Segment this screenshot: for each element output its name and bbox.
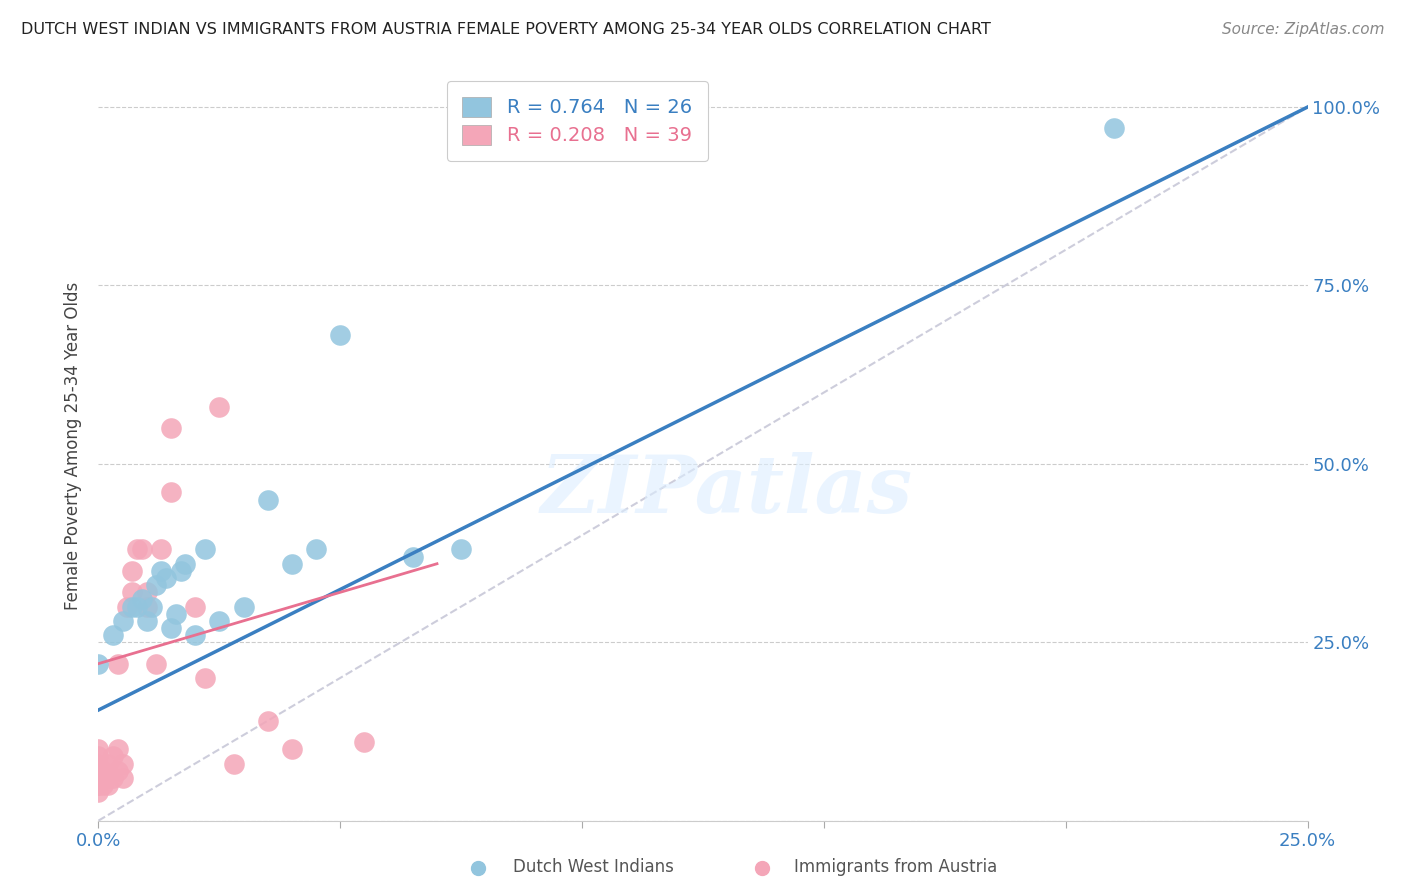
Point (135, 614, 157, 628)
Point (232, 599, 254, 614)
Y-axis label: Female Poverty Among 25-34 Year Olds: Female Poverty Among 25-34 Year Olds (65, 282, 83, 610)
Text: ZIPatlas: ZIPatlas (541, 452, 914, 530)
Point (127, 599, 149, 614)
Point (107, 657, 129, 671)
Point (353, 735, 375, 749)
Point (91, 771, 114, 785)
Point (135, 585, 157, 599)
Point (194, 671, 217, 685)
Point (1102, 121, 1125, 136)
Point (160, 421, 183, 435)
Point (402, 549, 425, 564)
Point (208, 614, 231, 628)
Text: Immigrants from Austria: Immigrants from Austria (794, 858, 998, 876)
Legend: R = 0.764   N = 26, R = 0.208   N = 39: R = 0.764 N = 26, R = 0.208 N = 39 (447, 81, 707, 161)
Point (87, 771, 110, 785)
Point (97, 778, 120, 792)
Point (87, 778, 110, 792)
Point (184, 599, 207, 614)
Point (121, 585, 143, 599)
Point (135, 599, 157, 614)
Point (141, 599, 163, 614)
Point (101, 749, 124, 764)
Point (281, 557, 304, 571)
Point (150, 564, 173, 578)
Point (222, 756, 245, 771)
Point (107, 764, 129, 778)
Point (329, 328, 352, 343)
Text: Dutch West Indians: Dutch West Indians (513, 858, 673, 876)
Point (91, 778, 114, 792)
Point (127, 542, 149, 557)
Text: Source: ZipAtlas.com: Source: ZipAtlas.com (1222, 22, 1385, 37)
Point (101, 771, 124, 785)
Point (160, 485, 183, 500)
Point (184, 628, 207, 642)
Point (87, 742, 110, 756)
Point (450, 542, 472, 557)
Point (87, 756, 110, 771)
Point (111, 756, 134, 771)
Point (160, 621, 183, 635)
Point (87, 657, 110, 671)
Point (145, 578, 167, 592)
Point (131, 542, 153, 557)
Point (87, 771, 110, 785)
Point (256, 714, 278, 728)
Text: DUTCH WEST INDIAN VS IMMIGRANTS FROM AUSTRIA FEMALE POVERTY AMONG 25-34 YEAR OLD: DUTCH WEST INDIAN VS IMMIGRANTS FROM AUS… (21, 22, 991, 37)
Point (256, 492, 278, 507)
Point (87, 749, 110, 764)
Point (111, 771, 134, 785)
Point (942, 739, 965, 754)
Point (91, 764, 114, 778)
Point (87, 785, 110, 799)
Point (101, 628, 124, 642)
Point (281, 742, 304, 756)
Point (121, 599, 143, 614)
Point (131, 592, 153, 607)
Point (658, 739, 681, 754)
Point (169, 564, 191, 578)
Point (305, 542, 328, 557)
Point (117, 599, 139, 614)
Point (111, 614, 134, 628)
Point (150, 542, 173, 557)
Point (194, 542, 217, 557)
Point (107, 742, 129, 756)
Point (145, 657, 167, 671)
Point (87, 778, 110, 792)
Point (121, 564, 143, 578)
Point (208, 400, 231, 414)
Point (87, 764, 110, 778)
Point (165, 607, 187, 621)
Point (97, 756, 120, 771)
Point (155, 571, 177, 585)
Point (174, 557, 197, 571)
